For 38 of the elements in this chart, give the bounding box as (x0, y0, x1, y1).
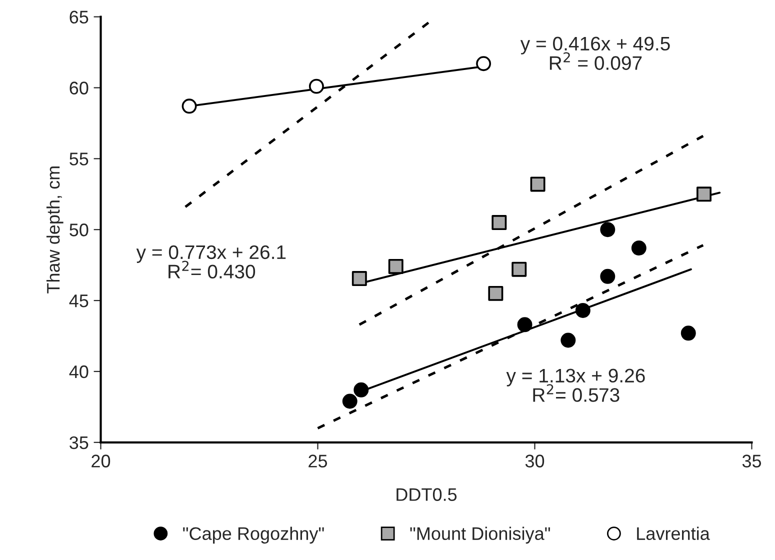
y-tick-label: 40 (69, 365, 88, 378)
point (530, 176, 546, 192)
x-tick-label: 30 (525, 454, 544, 468)
y-tick-label: 50 (70, 224, 88, 236)
y-tick-label: 45 (69, 294, 88, 308)
point (354, 382, 369, 398)
point (352, 271, 367, 286)
x-tick-label: 20 (92, 454, 110, 468)
point (342, 394, 358, 409)
y-tick-label: 60 (70, 82, 88, 94)
point (492, 215, 507, 230)
point (600, 222, 616, 238)
point (575, 302, 590, 318)
annotation: y = 0.416x + 49.5 R$^{2}$ = 0.097 (520, 36, 670, 70)
point (517, 317, 532, 332)
point (182, 98, 197, 114)
y-axis-title: Thaw depth, cm (46, 166, 64, 294)
y-tick-label: 35 (70, 436, 88, 450)
legend-label: "Cape Rogozhny" (183, 526, 324, 544)
point (696, 186, 712, 202)
point (308, 78, 324, 94)
y-tick-label: 55 (70, 152, 88, 166)
point (631, 240, 646, 256)
x-tick-label: 35 (742, 454, 762, 468)
point (388, 258, 404, 274)
legend-label: Lavrentia (637, 526, 710, 540)
annotation: y = 1.13x + 9.26 R$^{2}$= 0.573 (506, 368, 645, 402)
x-axis-title: DDT0.5 (396, 488, 457, 501)
y-tick-label: 65 (70, 10, 88, 24)
annotation: y = 0.773x + 26.1 R$^{2}$= 0.430 (136, 245, 286, 278)
point (560, 332, 576, 348)
x-tick-label: 25 (308, 454, 328, 468)
point (512, 262, 527, 277)
point (600, 268, 616, 284)
point (476, 56, 492, 72)
point (488, 286, 504, 301)
point (680, 326, 696, 341)
legend-label: "Mount Dionisiya" (410, 526, 550, 544)
